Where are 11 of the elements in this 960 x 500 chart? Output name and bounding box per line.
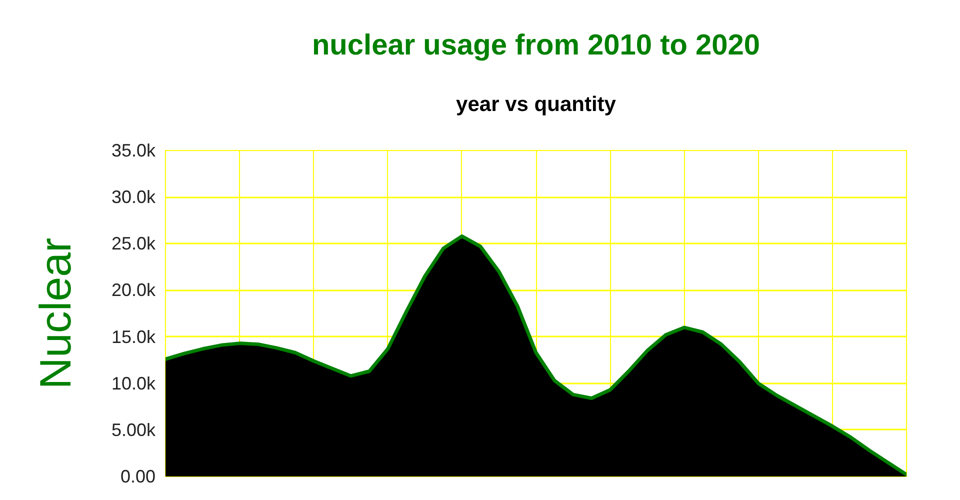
y-tick-label: 35.0k bbox=[111, 140, 156, 160]
y-axis-title: Nuclear bbox=[31, 238, 80, 390]
y-tick-label: 15.0k bbox=[111, 326, 156, 347]
y-tick-label: 5.00k bbox=[111, 420, 156, 440]
y-tick-label: 20.0k bbox=[111, 280, 156, 300]
y-tick-label: 30.0k bbox=[111, 187, 156, 208]
chart-title: nuclear usage from 2010 to 2020 bbox=[312, 30, 760, 62]
y-tick-label: 25.0k bbox=[111, 234, 156, 254]
y-tick-label: 0.00 bbox=[120, 466, 156, 486]
chart-subtitle: year vs quantity bbox=[456, 93, 616, 116]
y-tick-label: 10.0k bbox=[111, 373, 156, 394]
